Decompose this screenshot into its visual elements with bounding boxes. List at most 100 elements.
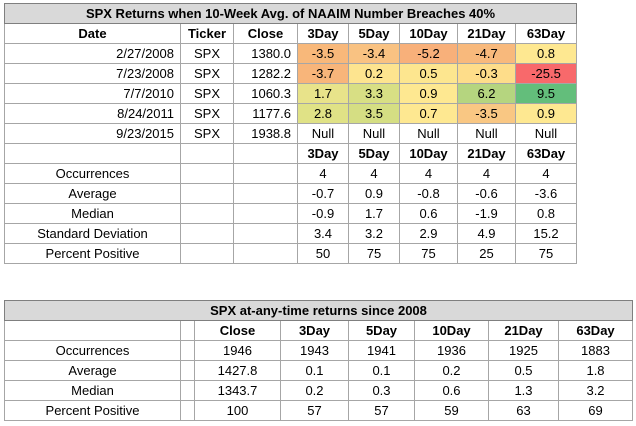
column-header: 3Day (297, 143, 349, 164)
table-row: 7/7/2010 SPX 1060.3 1.7 3.3 0.9 6.2 9.5 (4, 83, 578, 104)
close-cell: 1177.6 (233, 103, 298, 124)
close-cell: 1938.8 (233, 123, 298, 144)
close-cell: 1282.2 (233, 63, 298, 84)
row-label: Average (4, 360, 181, 381)
return-cell: -3.4 (348, 43, 400, 64)
row-label: Median (4, 380, 181, 401)
stats-header-row: 3Day 5Day 10Day 21Day 63Day (4, 143, 578, 164)
column-header: 21Day (457, 143, 516, 164)
value-cell: 0.6 (414, 380, 489, 401)
table-row: 8/24/2011 SPX 1177.6 2.8 3.5 0.7 -3.5 0.9 (4, 103, 578, 124)
stat-value: -0.6 (457, 183, 516, 204)
value-cell: 3.2 (557, 380, 634, 401)
row-label: Occurrences (4, 340, 181, 361)
column-header: Close (233, 23, 298, 44)
value-cell: 59 (414, 400, 489, 421)
table-row: Average 1427.8 0.1 0.1 0.2 0.5 1.8 (4, 360, 634, 381)
header-row: Date Ticker Close 3Day 5Day 10Day 21Day … (4, 23, 578, 44)
empty-cell (233, 223, 298, 244)
ticker-cell: SPX (180, 123, 234, 144)
stat-value: 2.9 (399, 223, 458, 244)
stat-value: 4 (399, 163, 458, 184)
column-header: 5Day (348, 23, 400, 44)
column-header: Ticker (180, 23, 234, 44)
stats-row: Median -0.9 1.7 0.6 -1.9 0.8 (4, 203, 578, 224)
value-cell: 1941 (348, 340, 415, 361)
stat-value: -3.6 (514, 183, 578, 204)
value-cell: 1936 (414, 340, 489, 361)
value-cell: 1.3 (488, 380, 559, 401)
value-cell: 1925 (488, 340, 559, 361)
return-cell: 6.2 (457, 83, 516, 104)
stat-value: 4 (514, 163, 578, 184)
column-header: 63Day (557, 320, 634, 341)
return-cell: 0.9 (514, 103, 578, 124)
value-cell: 0.5 (488, 360, 559, 381)
stat-value: -0.8 (399, 183, 458, 204)
column-header: 63Day (514, 143, 578, 164)
value-cell: 1943 (280, 340, 349, 361)
empty-cell (4, 320, 181, 341)
value-cell: 1883 (557, 340, 634, 361)
date-cell: 2/27/2008 (4, 43, 181, 64)
header-row: Close 3Day 5Day 10Day 21Day 63Day (4, 320, 634, 341)
value-cell: 0.1 (348, 360, 415, 381)
empty-cell (180, 380, 195, 401)
return-cell: 3.5 (348, 103, 400, 124)
stat-value: 4 (348, 163, 400, 184)
empty-cell (233, 143, 298, 164)
return-cell: -3.5 (457, 103, 516, 124)
close-cell: 1380.0 (233, 43, 298, 64)
empty-cell (180, 400, 195, 421)
return-cell: Null (514, 123, 578, 144)
stat-label: Percent Positive (4, 243, 181, 264)
ticker-cell: SPX (180, 103, 234, 124)
empty-cell (233, 183, 298, 204)
return-cell: 0.9 (399, 83, 458, 104)
empty-cell (180, 340, 195, 361)
stat-value: 75 (348, 243, 400, 264)
value-cell: 1946 (194, 340, 281, 361)
date-cell: 7/23/2008 (4, 63, 181, 84)
ticker-cell: SPX (180, 63, 234, 84)
stat-value: 75 (399, 243, 458, 264)
value-cell: 1427.8 (194, 360, 281, 381)
naaim-returns-table: SPX Returns when 10-Week Avg. of NAAIM N… (3, 3, 578, 264)
value-cell: 1343.7 (194, 380, 281, 401)
row-label: Percent Positive (4, 400, 181, 421)
return-cell: 2.8 (297, 103, 349, 124)
value-cell: 0.3 (348, 380, 415, 401)
return-cell: -4.7 (457, 43, 516, 64)
return-cell: Null (297, 123, 349, 144)
empty-cell (180, 223, 234, 244)
stat-label: Median (4, 203, 181, 224)
stat-value: 4 (297, 163, 349, 184)
ticker-cell: SPX (180, 43, 234, 64)
return-cell: 9.5 (514, 83, 578, 104)
column-header: 10Day (414, 320, 489, 341)
stat-value: 25 (457, 243, 516, 264)
stat-value: 1.7 (348, 203, 400, 224)
column-header: Close (194, 320, 281, 341)
value-cell: 0.2 (280, 380, 349, 401)
spx-any-time-table: SPX at-any-time returns since 2008 Close… (3, 300, 634, 421)
ticker-cell: SPX (180, 83, 234, 104)
table-title: SPX Returns when 10-Week Avg. of NAAIM N… (3, 3, 578, 24)
value-cell: 1.8 (557, 360, 634, 381)
table-row: Occurrences 1946 1943 1941 1936 1925 1883 (4, 340, 634, 361)
stat-value: -0.9 (297, 203, 349, 224)
empty-cell (180, 163, 234, 184)
empty-cell (180, 203, 234, 224)
table-row: 7/23/2008 SPX 1282.2 -3.7 0.2 0.5 -0.3 -25.5 (4, 63, 578, 84)
date-cell: 7/7/2010 (4, 83, 181, 104)
return-cell: -5.2 (399, 43, 458, 64)
stat-value: 3.2 (348, 223, 400, 244)
column-header: 3Day (297, 23, 349, 44)
value-cell: 63 (488, 400, 559, 421)
return-cell: Null (348, 123, 400, 144)
stats-row: Occurrences 4 4 4 4 4 (4, 163, 578, 184)
table-row: Median 1343.7 0.2 0.3 0.6 1.3 3.2 (4, 380, 634, 401)
value-cell: 100 (194, 400, 281, 421)
return-cell: 0.8 (514, 43, 578, 64)
stat-value: -1.9 (457, 203, 516, 224)
